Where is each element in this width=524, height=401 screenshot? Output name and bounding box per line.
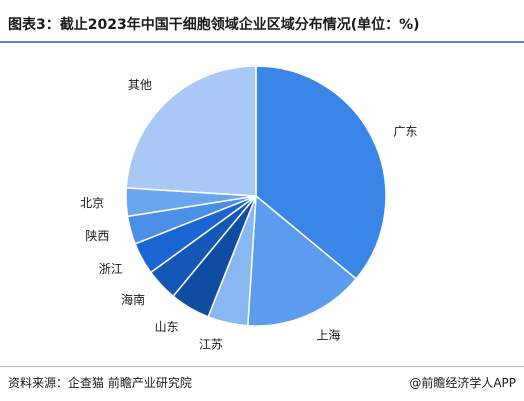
slice-label: 广东 <box>394 124 418 138</box>
chart-title: 图表3：截止2023年中国干细胞领域企业区域分布情况(单位：%) <box>8 17 420 33</box>
slice-label: 上海 <box>316 327 340 342</box>
brand-label: @前瞻经济学人APP <box>409 376 516 390</box>
pie-slice <box>255 65 387 280</box>
title-divider <box>0 41 524 43</box>
pie-slice <box>125 65 257 197</box>
slice-label: 江苏 <box>199 337 223 351</box>
source-note: 资料来源：企查猫 前瞻产业研究院 <box>8 376 192 390</box>
slice-label: 海南 <box>121 292 145 307</box>
slice-label: 浙江 <box>99 262 123 276</box>
slice-label: 山东 <box>155 320 179 334</box>
footer-divider <box>0 366 524 367</box>
slice-label: 其他 <box>128 78 152 92</box>
pie-slice <box>247 194 358 327</box>
slice-label: 陕西 <box>85 228 109 243</box>
slice-label: 北京 <box>80 196 104 210</box>
